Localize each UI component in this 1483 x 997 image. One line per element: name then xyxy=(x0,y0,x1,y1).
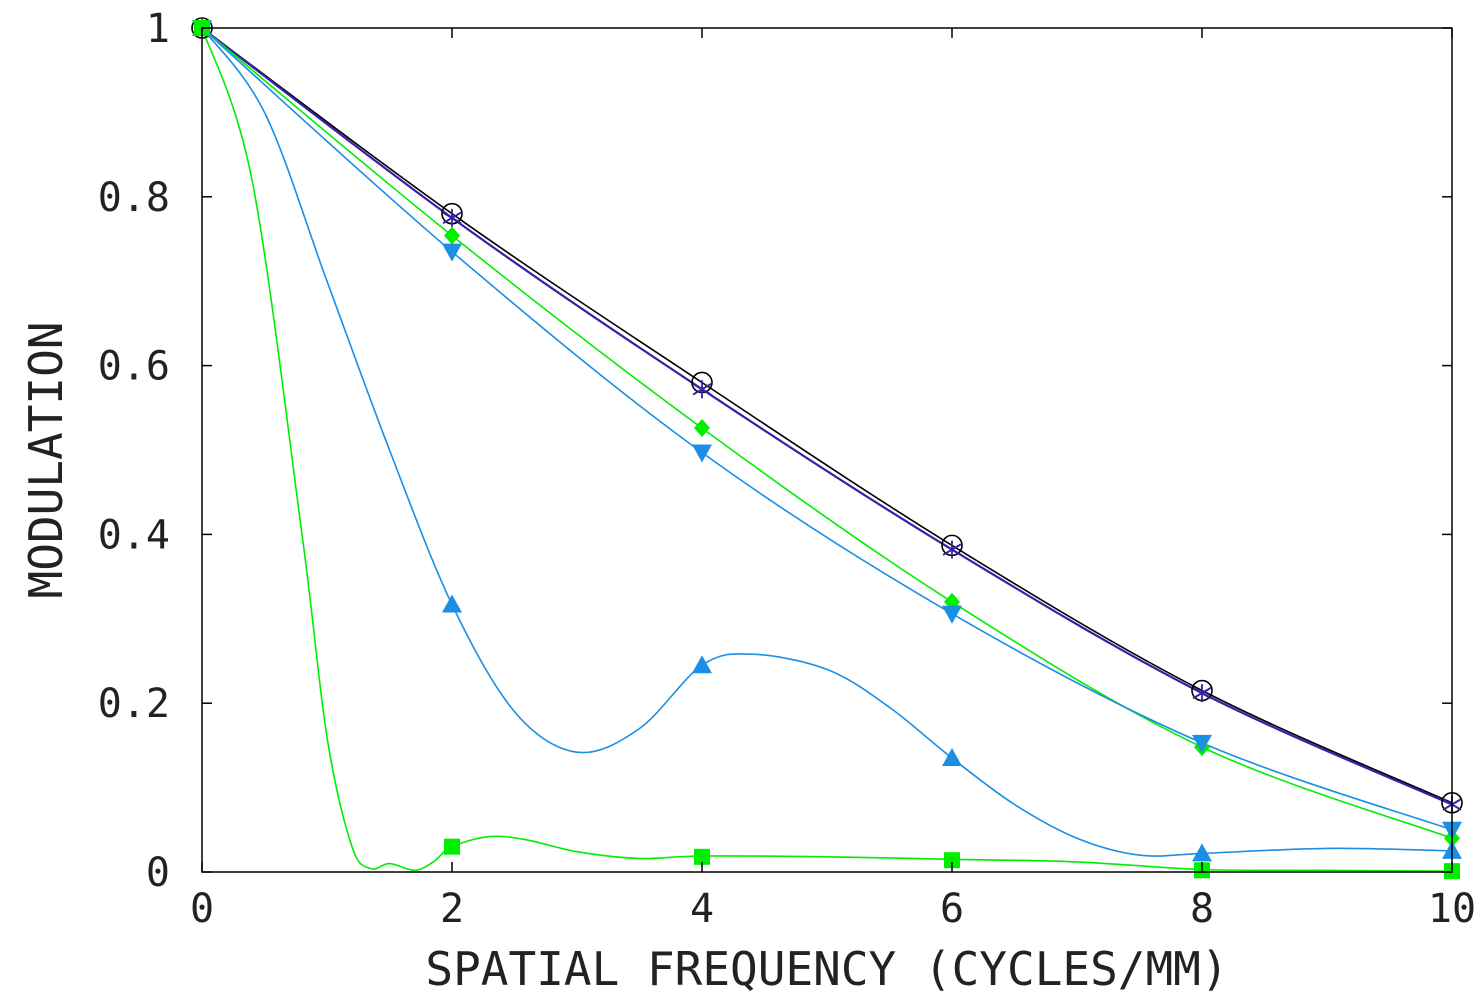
diamond-marker xyxy=(444,226,460,245)
triangle-down-marker xyxy=(942,605,962,624)
asterisk-marker xyxy=(942,540,962,559)
y-tick-labels: 0 0.2 0.4 0.6 0.8 1 xyxy=(98,6,170,896)
x-tick-label: 8 xyxy=(1190,886,1214,932)
series-line-asterisk xyxy=(201,27,1453,806)
triangle-down-marker xyxy=(442,243,462,262)
x-axis-label: SPATIAL FREQUENCY (CYCLES/MM) xyxy=(425,942,1228,996)
y-tick-label: 1 xyxy=(146,6,170,52)
series-curves xyxy=(201,27,1453,872)
diamond-marker xyxy=(694,419,710,438)
triangle-up-marker xyxy=(1192,843,1212,862)
x-tick-label: 4 xyxy=(690,886,714,932)
axis-ticks xyxy=(201,27,1453,873)
plot-frame xyxy=(201,27,1453,873)
x-tick-label: 10 xyxy=(1428,886,1476,932)
triangle-up-marker xyxy=(692,655,712,674)
series-markers xyxy=(191,17,1463,880)
series-line-triangle-up xyxy=(201,27,1453,857)
triangle-down-marker xyxy=(692,444,712,463)
asterisk-marker xyxy=(692,380,712,399)
y-tick-label: 0.8 xyxy=(98,175,170,221)
triangle-down-marker xyxy=(1192,734,1212,753)
y-axis-label: MODULATION xyxy=(19,322,73,599)
x-tick-labels: 0 2 4 6 8 10 xyxy=(190,886,1476,932)
asterisk-stroke xyxy=(1192,686,1212,700)
series-line-square xyxy=(201,27,1453,872)
square-marker xyxy=(944,852,960,869)
y-tick-label: 0 xyxy=(146,850,170,896)
asterisk-marker xyxy=(1192,684,1212,703)
x-tick-label: 2 xyxy=(440,886,464,932)
square-marker xyxy=(444,838,460,855)
series-line-circle xyxy=(201,27,1453,804)
triangle-up-marker xyxy=(942,748,962,767)
asterisk-stroke xyxy=(942,543,962,556)
series-line-diamond xyxy=(201,27,1453,839)
y-tick-label: 0.6 xyxy=(98,344,170,390)
asterisk-marker xyxy=(442,208,462,227)
x-tick-label: 0 xyxy=(190,886,214,932)
triangle-up-marker xyxy=(442,594,462,613)
series-line-triangle-down xyxy=(201,27,1453,831)
square-marker xyxy=(694,848,710,865)
y-tick-label: 0.2 xyxy=(98,681,170,727)
y-tick-label: 0.4 xyxy=(98,512,170,558)
asterisk-stroke xyxy=(442,211,462,225)
x-tick-label: 6 xyxy=(940,886,964,932)
asterisk-stroke xyxy=(692,383,712,396)
